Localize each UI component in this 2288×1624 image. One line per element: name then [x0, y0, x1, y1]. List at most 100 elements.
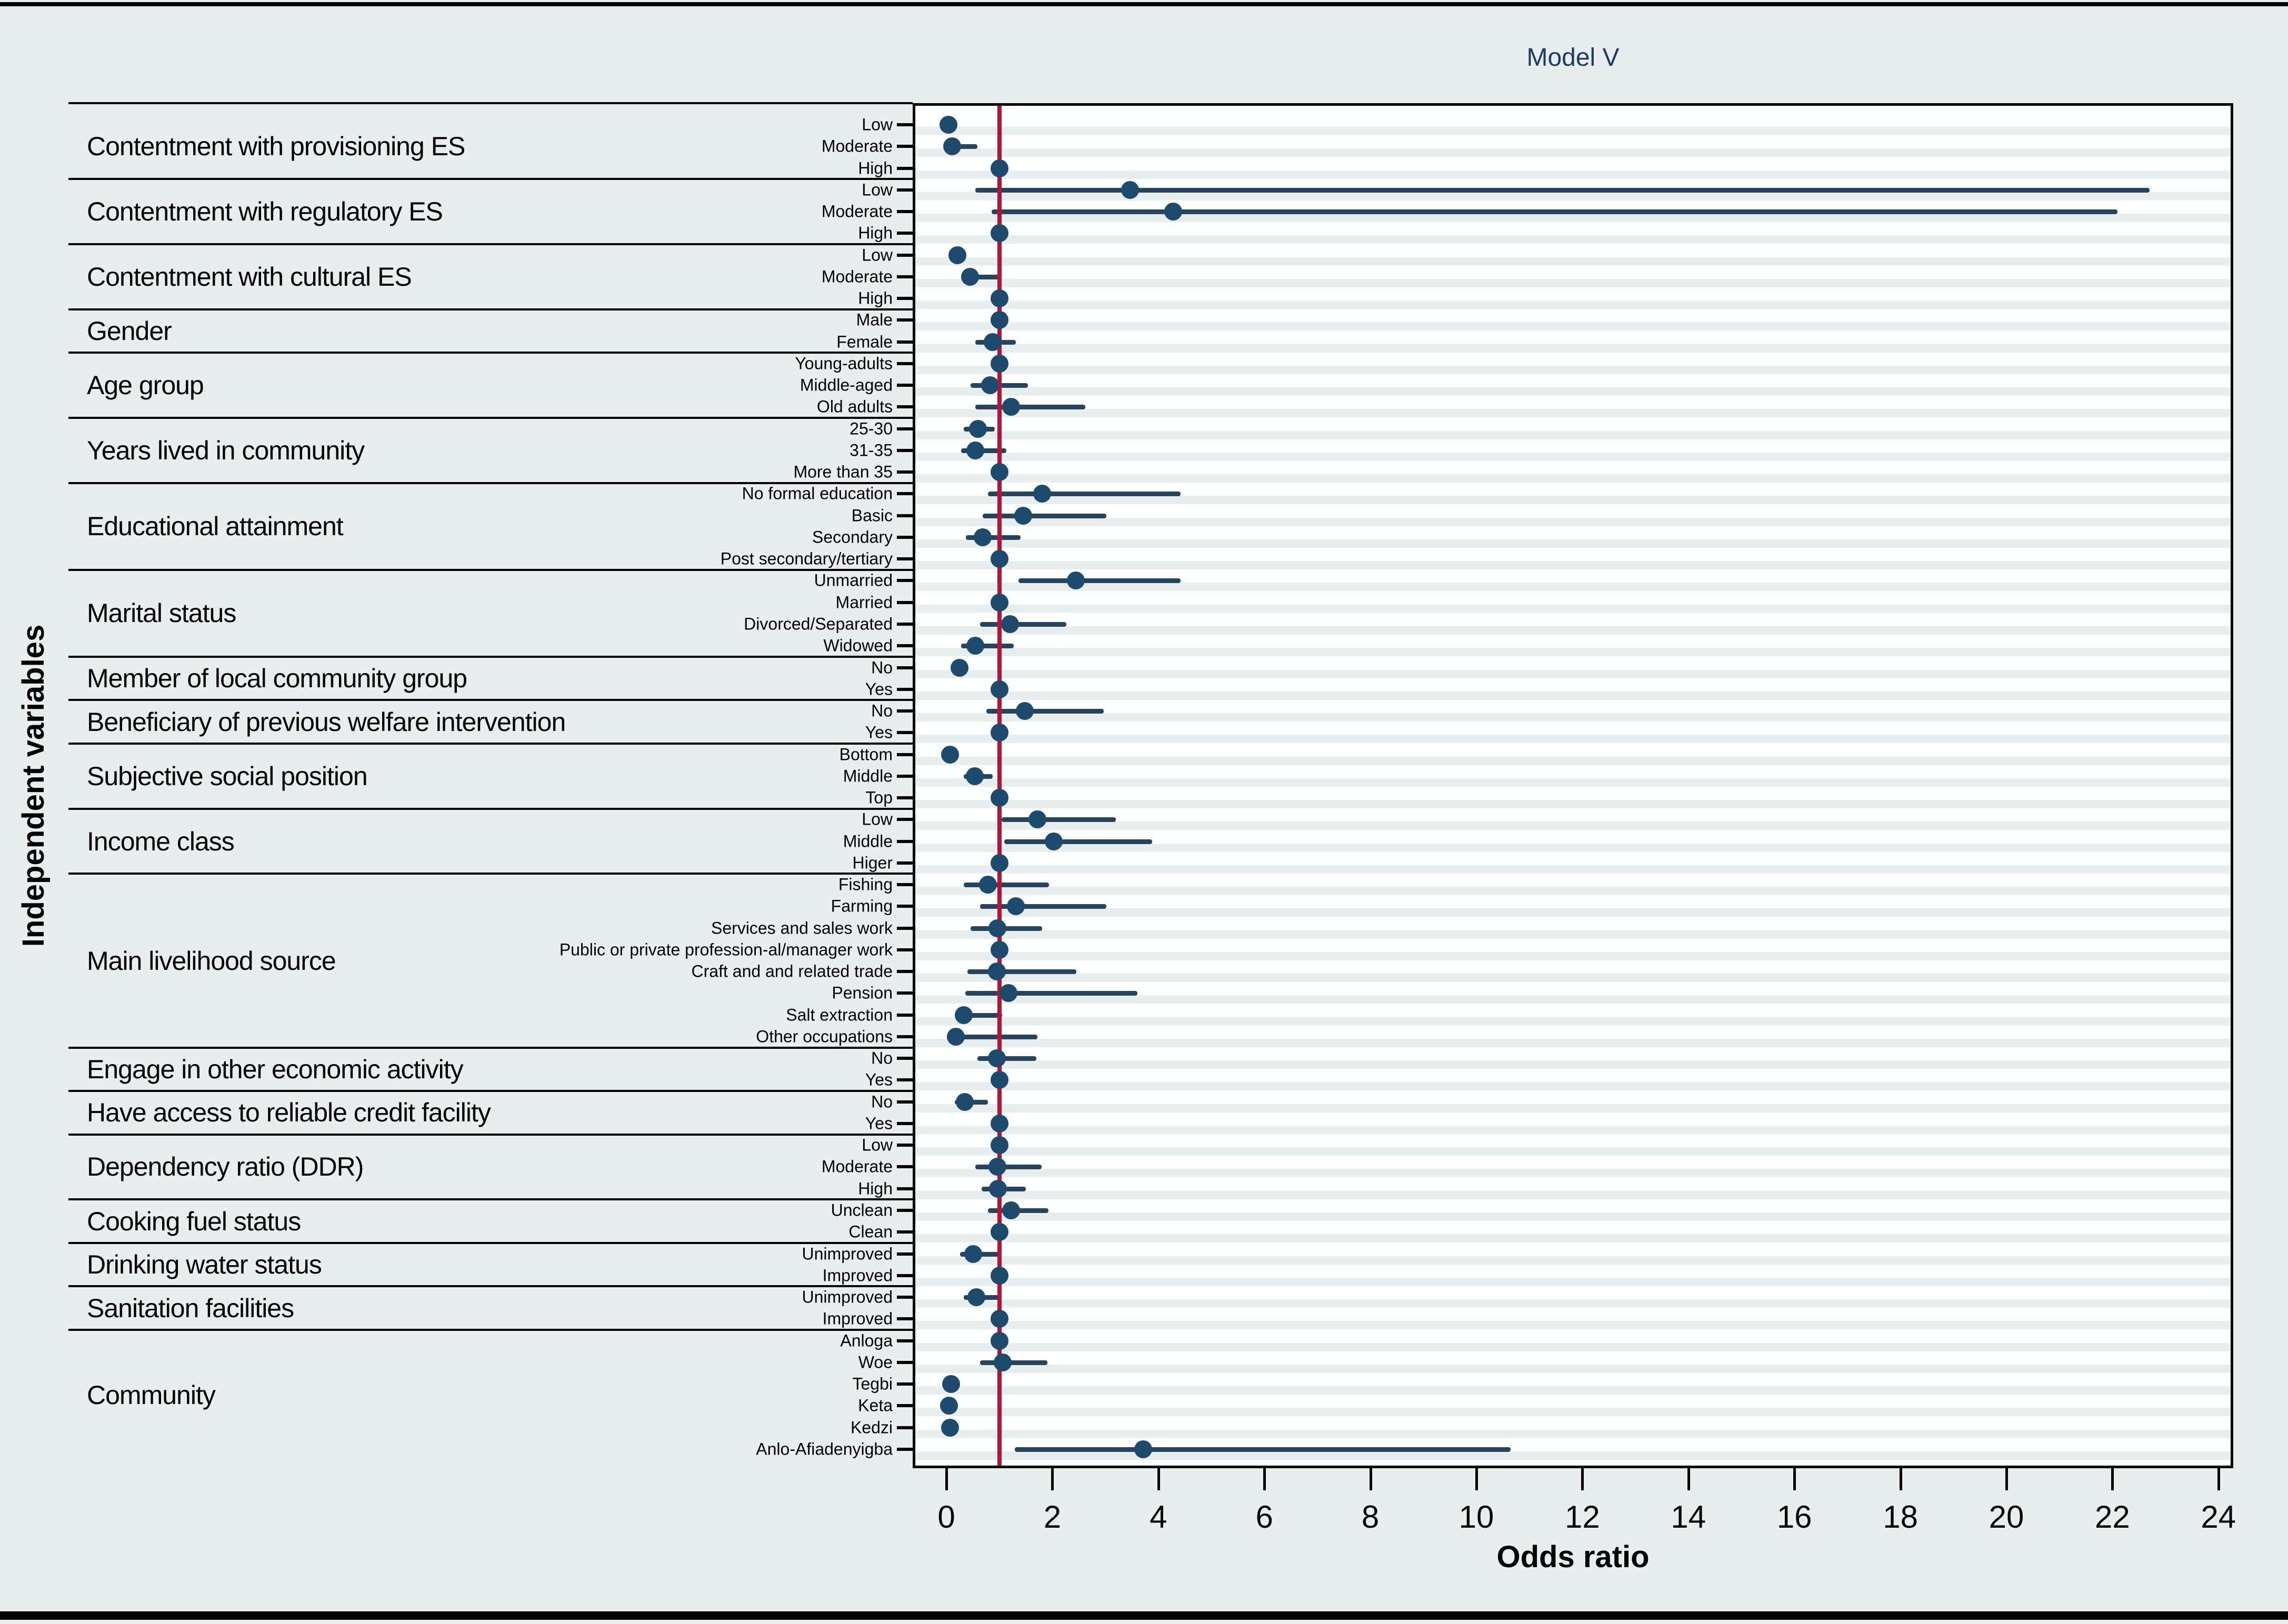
row-stripe: [915, 583, 2231, 592]
row-tick: [897, 1035, 913, 1038]
level-label: No: [871, 701, 893, 720]
row-tick: [897, 666, 913, 669]
row-tick: [897, 1382, 913, 1386]
row-stripe: [915, 995, 2231, 1004]
estimate-dot: [1016, 702, 1034, 720]
row-stripe: [915, 1060, 2231, 1069]
level-label: Pension: [832, 983, 893, 1003]
level-label: Moderate: [821, 1157, 893, 1176]
row-tick: [897, 839, 913, 843]
row-tick: [897, 687, 913, 691]
row-stripe: [915, 430, 2231, 439]
plot-area: [913, 103, 2233, 1468]
row-tick: [897, 1209, 913, 1212]
x-tick: [1051, 1468, 1054, 1490]
group-label: Educational attainment: [87, 512, 344, 542]
estimate-dot: [941, 1418, 960, 1437]
group-label: Member of local community group: [87, 664, 467, 694]
estimate-dot: [974, 528, 992, 546]
reference-dot: [990, 1266, 1008, 1285]
row-stripe: [915, 517, 2231, 526]
group-separator: [68, 1198, 913, 1201]
group-separator: [68, 568, 913, 571]
estimate-dot: [955, 1006, 973, 1024]
x-tick: [2217, 1468, 2220, 1490]
level-label: Yes: [865, 723, 893, 742]
row-tick: [897, 905, 913, 908]
group-label: Have access to reliable credit facility: [87, 1098, 491, 1128]
estimate-dot: [964, 1245, 983, 1263]
reference-dot: [990, 1331, 1008, 1350]
x-axis-title: Odds ratio: [1496, 1540, 1650, 1574]
ci-line: [965, 991, 1137, 996]
level-label: Salt extraction: [786, 1005, 893, 1025]
row-tick: [897, 210, 913, 214]
x-tick: [1369, 1468, 1372, 1490]
reference-dot: [990, 463, 1008, 482]
estimate-dot: [1045, 832, 1063, 850]
row-stripe: [915, 1256, 2231, 1265]
estimate-dot: [940, 1397, 958, 1415]
group-separator: [68, 1241, 913, 1244]
row-stripe: [915, 170, 2231, 179]
level-label: Moderate: [821, 202, 893, 221]
row-stripe: [915, 756, 2231, 765]
level-label: Other occupations: [756, 1027, 893, 1046]
group-label: Marital status: [87, 598, 236, 628]
group-label: Cooking fuel status: [87, 1206, 301, 1236]
row-stripe: [915, 691, 2231, 700]
estimate-dot: [1121, 181, 1140, 199]
estimate-dot: [987, 963, 1006, 981]
row-tick: [897, 145, 913, 148]
x-tick-label: 14: [1671, 1499, 1706, 1535]
row-tick: [897, 1121, 913, 1125]
estimate-dot: [1134, 1440, 1152, 1458]
reference-dot: [990, 593, 1008, 611]
row-tick: [897, 579, 913, 583]
x-tick-label: 4: [1150, 1499, 1167, 1535]
group-separator: [68, 417, 913, 419]
estimate-dot: [966, 767, 984, 785]
row-tick: [897, 448, 913, 452]
row-tick: [897, 188, 913, 192]
row-tick: [897, 1317, 913, 1321]
level-label: Male: [856, 310, 893, 329]
row-stripe: [915, 648, 2231, 657]
level-label: Low: [862, 115, 893, 134]
group-separator: [68, 308, 913, 310]
group-separator: [68, 1285, 913, 1288]
row-stripe: [915, 192, 2231, 201]
estimate-dot: [942, 1375, 961, 1394]
level-label: Low: [862, 809, 893, 829]
level-label: High: [858, 158, 893, 178]
level-label: Old adults: [816, 397, 893, 416]
group-separator: [68, 1046, 913, 1049]
row-tick: [897, 1447, 913, 1451]
row-stripe: [915, 235, 2231, 244]
level-label: Low: [862, 1135, 893, 1155]
row-stripe: [915, 626, 2231, 635]
reference-dot: [990, 724, 1008, 742]
reference-dot: [990, 1310, 1008, 1328]
row-stripe: [915, 322, 2231, 331]
group-separator: [68, 482, 913, 484]
bottom-border-rule: [0, 1611, 2288, 1620]
level-label: High: [858, 1179, 893, 1198]
x-tick-label: 2: [1043, 1499, 1062, 1535]
row-tick: [897, 535, 913, 539]
level-label: Unclean: [831, 1200, 893, 1220]
row-stripe: [915, 1277, 2231, 1286]
row-stripe: [915, 1408, 2231, 1417]
x-tick-label: 10: [1458, 1499, 1494, 1535]
row-stripe: [915, 214, 2231, 223]
ci-line: [987, 492, 1181, 497]
chart-title: Model V: [1526, 44, 1620, 72]
level-label: Services and sales work: [711, 918, 893, 938]
row-tick: [897, 1404, 913, 1408]
ci-line: [983, 513, 1107, 518]
row-stripe: [915, 1342, 2231, 1351]
y-axis-title: Independent variables: [16, 624, 51, 947]
estimate-dot: [999, 984, 1017, 1003]
estimate-dot: [1001, 615, 1019, 633]
